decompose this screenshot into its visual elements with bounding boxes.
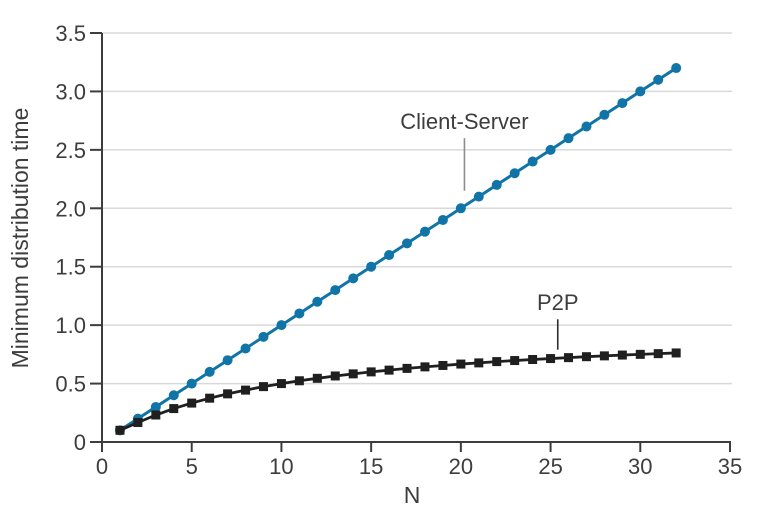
x-tick-label: 20: [449, 454, 473, 479]
x-tick-label: 5: [186, 454, 198, 479]
annotation-label-p2p: P2P: [537, 290, 579, 315]
marker-square: [169, 404, 179, 414]
x-axis-title: N: [404, 482, 421, 508]
marker-square: [564, 353, 574, 363]
marker-circle: [491, 179, 502, 190]
marker-square: [617, 350, 627, 360]
marker-circle: [617, 98, 628, 109]
marker-square: [599, 351, 609, 361]
marker-circle: [635, 86, 646, 97]
marker-square: [366, 367, 376, 377]
marker-square: [635, 349, 645, 359]
marker-circle: [419, 226, 430, 237]
series-markers-p2p: [115, 348, 681, 435]
marker-circle: [581, 121, 592, 132]
y-tick-label: 1.5: [55, 255, 86, 280]
marker-circle: [437, 214, 448, 225]
marker-circle: [455, 203, 466, 214]
y-tick-label: 3.0: [55, 79, 86, 104]
marker-square: [241, 385, 251, 395]
series-layer: [114, 63, 682, 436]
x-tick-label: 0: [96, 454, 108, 479]
marker-square: [456, 359, 466, 369]
marker-circle: [294, 308, 305, 319]
marker-circle: [563, 133, 574, 144]
x-tick-label: 15: [359, 454, 383, 479]
y-tick-label: 2.5: [55, 138, 86, 163]
marker-circle: [366, 261, 377, 272]
marker-square: [205, 393, 215, 403]
y-axis-title: Minimum distribution time: [7, 108, 33, 369]
marker-circle: [473, 191, 484, 202]
marker-circle: [509, 168, 520, 179]
marker-square: [474, 358, 484, 368]
marker-circle: [527, 156, 538, 167]
marker-square: [384, 365, 394, 375]
gridlines: [102, 32, 732, 385]
marker-square: [276, 379, 286, 389]
x-tick-label: 35: [718, 454, 742, 479]
marker-square: [420, 362, 430, 372]
marker-circle: [222, 355, 233, 366]
marker-square: [223, 389, 233, 399]
y-tick-label: 2.0: [55, 196, 86, 221]
series-line-p2p: [118, 351, 678, 432]
marker-square: [258, 382, 268, 392]
marker-square: [581, 352, 591, 362]
marker-square: [330, 371, 340, 381]
marker-square: [151, 410, 161, 420]
marker-square: [546, 354, 556, 364]
marker-circle: [653, 74, 664, 85]
series-line-client-server: [118, 66, 678, 432]
marker-circle: [671, 63, 682, 74]
marker-square: [294, 376, 304, 386]
marker-square: [115, 425, 125, 435]
marker-square: [653, 349, 663, 359]
x-tick-label: 10: [269, 454, 293, 479]
y-tick-label: 1.0: [55, 313, 86, 338]
y-tick-label: 0.5: [55, 372, 86, 397]
marker-circle: [258, 331, 269, 342]
marker-square: [492, 357, 502, 367]
marker-circle: [204, 366, 215, 377]
marker-square: [528, 354, 538, 364]
annotation-label-client-server: Client-Server: [400, 109, 528, 134]
marker-circle: [186, 378, 197, 389]
marker-square: [510, 356, 520, 366]
marker-circle: [599, 109, 610, 120]
marker-circle: [545, 144, 556, 155]
x-tick-label: 30: [628, 454, 652, 479]
annotations-layer: Client-Server P2P: [400, 109, 579, 350]
marker-square: [133, 417, 143, 427]
marker-square: [671, 348, 681, 358]
marker-circle: [348, 273, 359, 284]
y-tick-label: 0: [74, 430, 86, 455]
marker-square: [312, 373, 322, 383]
marker-circle: [402, 238, 413, 249]
marker-circle: [150, 401, 161, 412]
marker-circle: [312, 296, 323, 307]
x-tick-label: 25: [538, 454, 562, 479]
axes: 0 0.5 1.0 1.5 2.0 2.5 3.0 3.5 0 5 10 15 20 25 30 35: [55, 21, 742, 479]
marker-square: [348, 369, 358, 379]
marker-circle: [276, 320, 287, 331]
marker-square: [187, 398, 197, 408]
y-tick-label: 3.5: [55, 21, 86, 46]
marker-square: [438, 360, 448, 370]
marker-circle: [240, 343, 251, 354]
marker-circle: [168, 390, 179, 401]
marker-circle: [384, 250, 395, 261]
marker-square: [402, 363, 412, 373]
marker-circle: [330, 285, 341, 296]
